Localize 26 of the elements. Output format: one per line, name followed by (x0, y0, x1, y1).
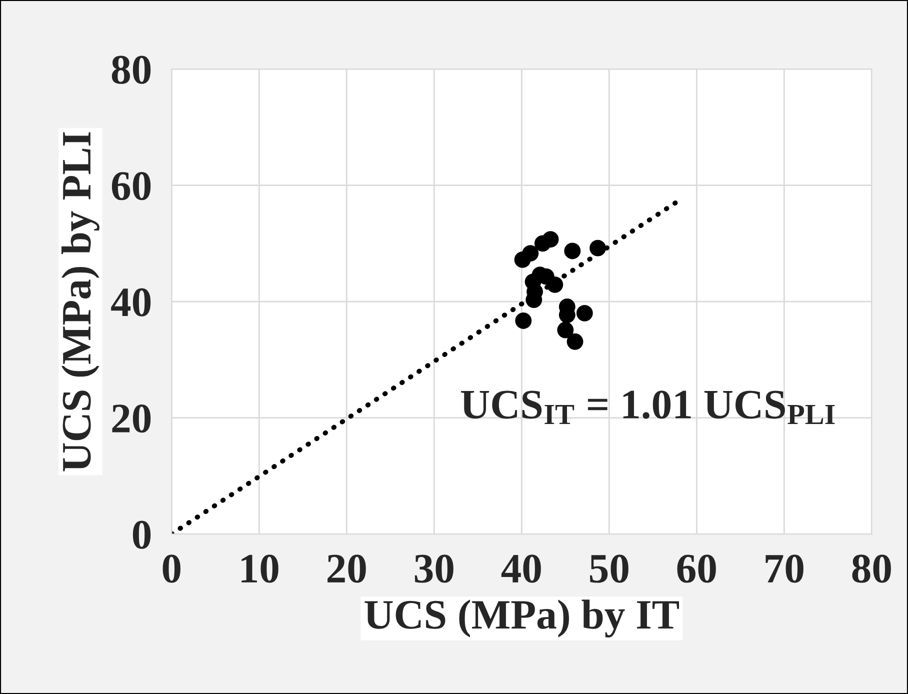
point (566, 333, 584, 350)
y-tick-label: 0 (132, 520, 151, 549)
x-tick-label: 50 (590, 554, 628, 583)
x-tick-label: 80 (852, 554, 891, 583)
point (546, 276, 564, 293)
x-axis-title: UCS (MPa) by IT (364, 600, 680, 638)
y-tick-label: 60 (112, 172, 151, 200)
y-tick-label: 80 (112, 56, 151, 84)
point (576, 304, 593, 322)
point (522, 245, 539, 262)
x-tick-label: 30 (414, 554, 454, 583)
x-tick-label: 70 (766, 554, 804, 583)
x-tick-label: 0 (162, 554, 180, 583)
y-tick-label: 20 (112, 404, 151, 433)
point (590, 240, 606, 256)
x-tick-label: 20 (328, 554, 366, 583)
x-tick-label: 60 (677, 554, 716, 583)
y-tick-label: 40 (111, 288, 151, 316)
y-axis-title: UCS (MPa) by PLI (61, 132, 100, 472)
point (557, 322, 574, 338)
x-tick-label: 10 (242, 554, 278, 583)
point (564, 242, 581, 260)
point (515, 312, 532, 329)
x-tick-label: 40 (501, 554, 541, 583)
annotation: UCS$_{IT}$ = 1.01 UCS$_{PLI}$ (461, 390, 835, 424)
point (542, 231, 559, 248)
